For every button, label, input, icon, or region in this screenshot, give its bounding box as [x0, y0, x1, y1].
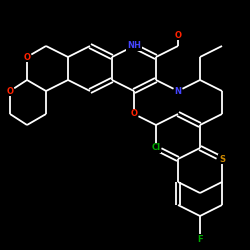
Text: O: O: [6, 86, 14, 96]
Text: F: F: [197, 234, 203, 244]
Text: N: N: [174, 86, 182, 96]
Text: S: S: [219, 154, 225, 164]
Text: O: O: [174, 30, 182, 40]
Text: O: O: [24, 52, 30, 62]
Text: Cl: Cl: [152, 144, 160, 152]
Text: NH: NH: [127, 42, 141, 50]
Text: O: O: [130, 110, 138, 118]
